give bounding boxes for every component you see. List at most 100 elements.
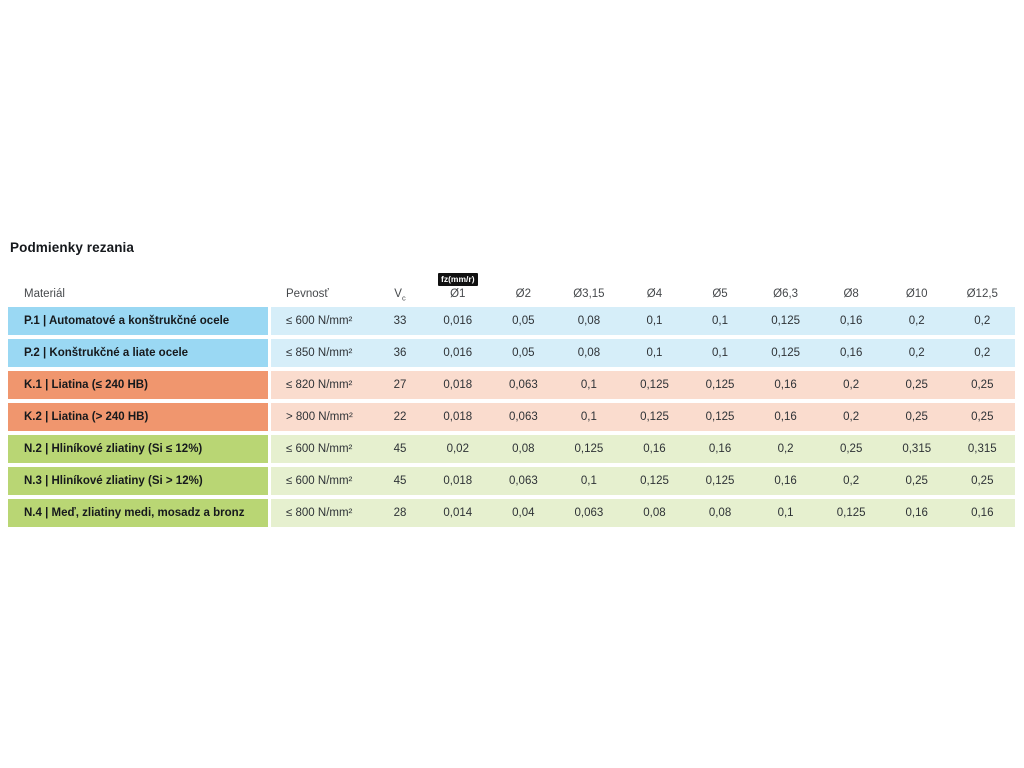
feed-cell: 0,16: [708, 443, 732, 455]
feed-cell: 0,2: [843, 411, 860, 423]
material-header-label: Materiál: [24, 288, 65, 300]
feed-cell: 0,16: [839, 315, 863, 327]
feed-cell: 0,063: [508, 475, 538, 487]
column-header-diameter: Ø12,5: [950, 288, 1016, 300]
feed-cell: 0,063: [574, 507, 604, 519]
feed-cell: 0,2: [974, 347, 991, 359]
vc-subscript: c: [401, 293, 406, 303]
feed-cell: 0,16: [774, 379, 797, 391]
diameter-header-label: Ø4: [646, 288, 663, 300]
material-label: N.3 | Hliníkové zliatiny (Si > 12%): [24, 475, 203, 487]
material-cell: N.2 | Hliníkové zliatiny (Si ≤ 12%): [8, 435, 268, 463]
feed-cell: 0,315: [902, 443, 932, 455]
feed-cell: 0,1: [777, 507, 794, 519]
diameter-header-label: Ø3,15: [573, 288, 605, 300]
feed-cell: 0,25: [905, 411, 928, 423]
column-header-cutting-speed: Vc: [375, 288, 425, 303]
material-label: K.1 | Liatina (≤ 240 HB): [24, 379, 148, 391]
feed-cell: 0,08: [577, 315, 601, 327]
cutting-speed-cell: 45: [393, 475, 407, 487]
feed-cell: 0,16: [643, 443, 666, 455]
feed-cell: 0,16: [839, 347, 863, 359]
row-values: ≤ 850 N/mm² 36 0,016 0,05 0,08 0,1 0,1 0,125 0,1…: [271, 339, 1015, 367]
feed-cell: 0,02: [446, 443, 469, 455]
feed-cell: 0,08: [708, 507, 732, 519]
diameter-header-label: Ø8: [843, 288, 859, 300]
strength-cell: ≤ 850 N/mm²: [286, 347, 353, 359]
table-header-row: Materiál Pevnosť Vc fz(mm/r) Ø1 Ø2 Ø3,15 Ø4 Ø…: [8, 262, 1015, 307]
feed-cell: 0,04: [512, 507, 535, 519]
column-header-strength: Pevnosť: [286, 288, 329, 300]
column-header-diameter: Ø6,3: [753, 288, 819, 300]
feed-cell: 0,1: [646, 315, 663, 327]
page-title: Podmienky rezania: [10, 240, 134, 255]
feed-unit-badge: fz(mm/r): [438, 273, 478, 286]
row-values: ≤ 800 N/mm² 28 0,014 0,04 0,063 0,08 0,08 0,1 0,…: [271, 499, 1015, 527]
cutting-speed-cell: 36: [393, 347, 407, 359]
row-values: > 800 N/mm² 22 0,018 0,063 0,1 0,125 0,125 0,16…: [271, 403, 1015, 431]
strength-cell: ≤ 820 N/mm²: [286, 379, 353, 391]
material-label: K.2 | Liatina (> 240 HB): [24, 411, 149, 423]
feed-cell: 0,018: [443, 475, 473, 487]
feed-cell: 0,014: [443, 507, 473, 519]
column-header-diameter: fz(mm/r) Ø1: [425, 273, 491, 300]
feed-cell: 0,063: [508, 411, 538, 423]
feed-cell: 0,125: [771, 315, 800, 327]
table-row: N.3 | Hliníkové zliatiny (Si > 12%) ≤ 600…: [8, 467, 1015, 495]
row-values: ≤ 820 N/mm² 27 0,018 0,063 0,1 0,125 0,125 0,16…: [271, 371, 1015, 399]
feed-cell: 0,063: [508, 379, 538, 391]
feed-cell: 0,315: [967, 443, 997, 455]
cutting-speed-cell: 22: [393, 411, 407, 423]
feed-cell: 0,125: [705, 411, 735, 423]
feed-cell: 0,2: [777, 443, 794, 455]
column-header-diameter: Ø10: [884, 288, 950, 300]
feed-cell: 0,125: [640, 475, 669, 487]
row-values: ≤ 600 N/mm² 45 0,018 0,063 0,1 0,125 0,125 0,16…: [271, 467, 1015, 495]
strength-cell: ≤ 600 N/mm²: [286, 315, 353, 327]
material-cell: N.3 | Hliníkové zliatiny (Si > 12%): [8, 467, 268, 495]
cutting-conditions-section: Podmienky rezania Materiál Pevnosť Vc fz…: [8, 240, 1015, 531]
feed-cell: 0,25: [839, 443, 863, 455]
table-row: P.2 | Konštrukčné a liate ocele ≤ 850 N/m…: [8, 339, 1015, 367]
diameter-header-label: Ø1: [450, 288, 466, 300]
column-header-diameter: Ø2: [491, 288, 557, 300]
feed-cell: 0,2: [843, 475, 860, 487]
column-header-diameter: Ø8: [818, 288, 884, 300]
column-header-diameter: Ø4: [622, 288, 688, 300]
feed-cell: 0,125: [771, 347, 800, 359]
feed-cell: 0,16: [774, 411, 797, 423]
feed-cell: 0,125: [836, 507, 866, 519]
feed-cell: 0,16: [774, 475, 797, 487]
table-row: N.4 | Meď, zliatiny medi, mosadz a bronz…: [8, 499, 1015, 527]
diameter-header-label: Ø5: [712, 288, 728, 300]
cutting-speed-cell: 28: [393, 507, 407, 519]
strength-cell: > 800 N/mm²: [286, 411, 353, 423]
feed-cell: 0,1: [580, 411, 597, 423]
table-header-values: Pevnosť Vc fz(mm/r) Ø1 Ø2 Ø3,15 Ø4 Ø5 Ø6,3 Ø8 Ø1…: [271, 273, 1016, 303]
feed-cell: 0,1: [580, 379, 597, 391]
material-label: P.1 | Automatové a konštrukčné ocele: [24, 315, 230, 327]
column-header-diameter: Ø3,15: [556, 288, 622, 300]
diameter-header-label: Ø6,3: [773, 288, 799, 300]
material-cell: P.1 | Automatové a konštrukčné ocele: [8, 307, 268, 335]
feed-cell: 0,25: [971, 379, 994, 391]
feed-cell: 0,05: [512, 347, 535, 359]
diameter-header-label: Ø12,5: [966, 288, 998, 300]
table-row: N.2 | Hliníkové zliatiny (Si ≤ 12%) ≤ 600…: [8, 435, 1015, 463]
vc-symbol: V: [394, 288, 402, 300]
feed-cell: 0,2: [908, 347, 925, 359]
feed-cell: 0,05: [512, 315, 535, 327]
feed-cell: 0,016: [443, 347, 473, 359]
table-rows: P.1 | Automatové a konštrukčné ocele ≤ 60…: [8, 307, 1015, 527]
feed-cell: 0,16: [971, 507, 994, 519]
cutting-speed-cell: 45: [393, 443, 407, 455]
feed-cell: 0,1: [646, 347, 663, 359]
strength-cell: ≤ 600 N/mm²: [286, 475, 353, 487]
diameter-header-label: Ø10: [905, 288, 928, 300]
feed-cell: 0,2: [974, 315, 991, 327]
material-cell: P.2 | Konštrukčné a liate ocele: [8, 339, 268, 367]
feed-cell: 0,125: [705, 475, 735, 487]
feed-cell: 0,25: [971, 411, 994, 423]
feed-cell: 0,16: [905, 507, 928, 519]
feed-cell: 0,016: [443, 315, 473, 327]
